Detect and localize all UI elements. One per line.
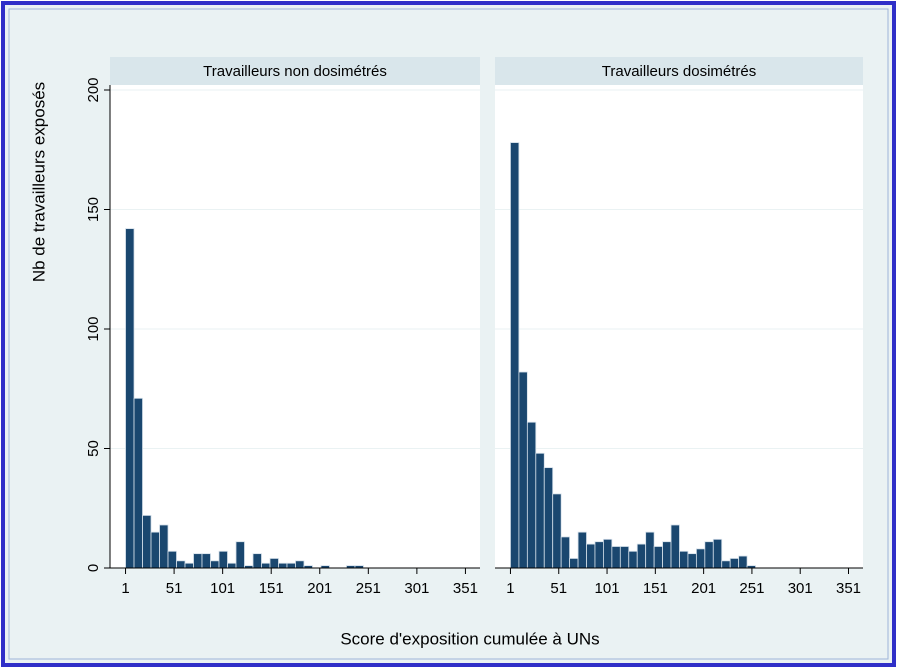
x-tick-label: 301 bbox=[404, 580, 429, 597]
bar bbox=[729, 558, 740, 569]
bar bbox=[543, 467, 554, 569]
panel-header bbox=[495, 57, 863, 85]
y-tick-label: 50 bbox=[85, 440, 102, 457]
bar bbox=[193, 553, 203, 569]
bar bbox=[645, 531, 655, 569]
plot-area bbox=[495, 85, 863, 568]
panel-title: Travailleurs dosimétrés bbox=[602, 63, 757, 80]
bar bbox=[679, 550, 689, 569]
bar bbox=[510, 142, 520, 569]
bar bbox=[125, 228, 135, 569]
bar bbox=[662, 541, 672, 569]
x-tick-label: 351 bbox=[836, 580, 861, 597]
x-axis-label: Score d'exposition cumulée à UNs bbox=[340, 629, 599, 648]
bar bbox=[704, 541, 714, 569]
bar bbox=[603, 538, 613, 569]
x-tick-label: 201 bbox=[691, 580, 716, 597]
bar bbox=[184, 562, 194, 569]
bar bbox=[261, 562, 271, 569]
bar bbox=[712, 538, 723, 569]
plot-area bbox=[110, 85, 480, 568]
bar bbox=[227, 562, 237, 569]
bar bbox=[619, 546, 630, 569]
bar bbox=[167, 550, 177, 569]
bar bbox=[159, 524, 169, 569]
bar bbox=[687, 553, 697, 569]
bar bbox=[176, 560, 186, 569]
bar bbox=[269, 558, 279, 569]
bar bbox=[201, 553, 211, 569]
y-axis-label: Nb de travailleurs exposés bbox=[29, 82, 48, 282]
bar bbox=[611, 546, 621, 569]
x-tick-label: 101 bbox=[595, 580, 620, 597]
y-tick-label: 0 bbox=[85, 564, 102, 572]
bar bbox=[150, 531, 160, 569]
y-tick-label: 100 bbox=[85, 316, 102, 341]
bar bbox=[133, 397, 143, 569]
panel-title: Travailleurs non dosimétrés bbox=[203, 63, 387, 80]
y-tick-label: 200 bbox=[85, 77, 102, 102]
bar bbox=[594, 541, 604, 569]
bar bbox=[636, 543, 647, 569]
bar bbox=[628, 550, 638, 569]
bar bbox=[738, 555, 748, 569]
bar bbox=[295, 560, 305, 569]
x-tick-label: 151 bbox=[643, 580, 668, 597]
x-tick-label: 301 bbox=[788, 580, 813, 597]
x-tick-label: 201 bbox=[307, 580, 332, 597]
bar bbox=[278, 562, 288, 569]
bar bbox=[577, 531, 587, 569]
bar bbox=[252, 553, 262, 569]
x-tick-label: 151 bbox=[259, 580, 284, 597]
bar bbox=[142, 515, 152, 569]
bar bbox=[218, 550, 228, 569]
x-tick-label: 351 bbox=[453, 580, 478, 597]
bar bbox=[210, 560, 220, 569]
y-tick-label: 150 bbox=[85, 197, 102, 222]
bar bbox=[670, 524, 680, 569]
bar bbox=[518, 371, 528, 569]
x-tick-label: 251 bbox=[739, 580, 764, 597]
x-tick-label: 51 bbox=[550, 580, 567, 597]
bar bbox=[721, 560, 731, 569]
bar bbox=[535, 452, 545, 569]
panel-header bbox=[110, 57, 480, 85]
x-tick-label: 51 bbox=[166, 580, 183, 597]
bar bbox=[586, 543, 596, 569]
bar bbox=[560, 536, 571, 569]
bar bbox=[552, 493, 562, 569]
bar bbox=[695, 548, 706, 569]
bar bbox=[286, 562, 296, 569]
bar bbox=[653, 546, 663, 569]
x-tick-label: 101 bbox=[210, 580, 235, 597]
x-tick-label: 1 bbox=[506, 580, 514, 597]
x-tick-label: 1 bbox=[121, 580, 129, 597]
bar bbox=[526, 421, 537, 569]
bar bbox=[569, 558, 579, 569]
bar bbox=[235, 541, 245, 569]
x-tick-label: 251 bbox=[356, 580, 381, 597]
